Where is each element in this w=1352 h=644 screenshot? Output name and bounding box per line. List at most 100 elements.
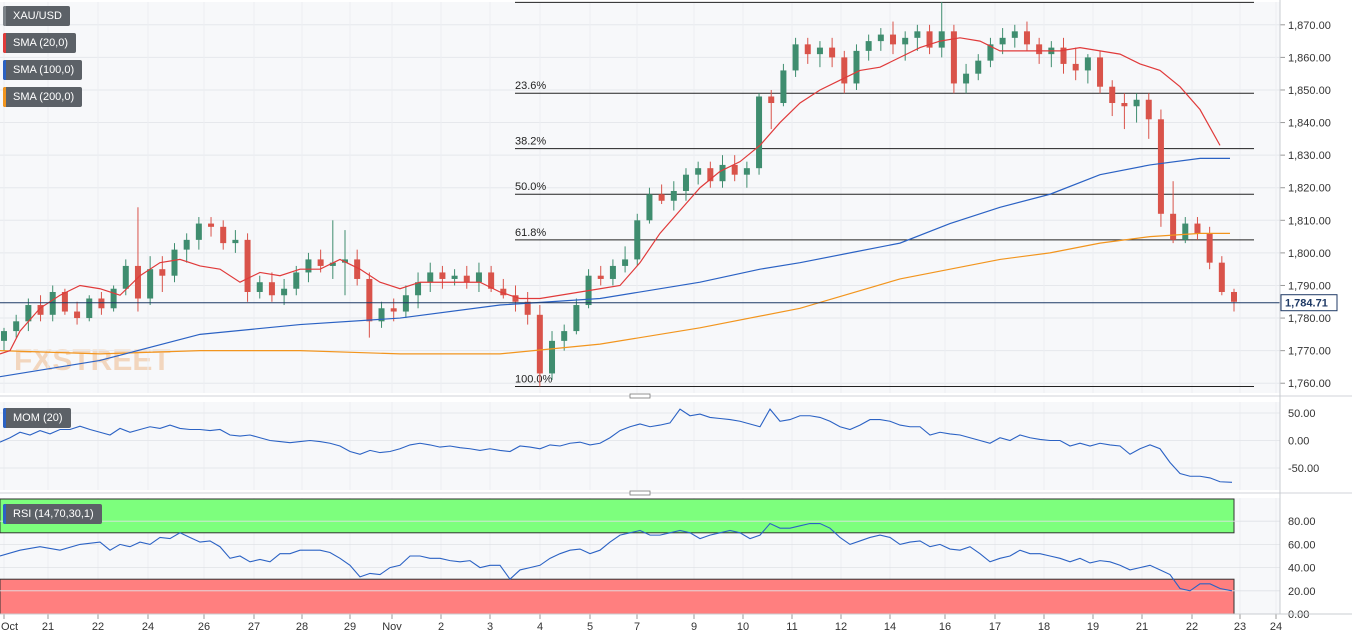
- rsi-axis-label: 40.00: [1288, 563, 1316, 575]
- candle-body: [49, 291, 56, 315]
- indicator-badge-sma20[interactable]: SMA (20,0): [3, 33, 77, 53]
- price-axis-label: 1,840.00: [1288, 118, 1331, 130]
- candle-body: [220, 226, 227, 244]
- candle-body: [670, 190, 677, 201]
- sma100-label: SMA (100,0): [13, 64, 75, 76]
- fxstreet-watermark: FXSTREET: [14, 344, 171, 377]
- candle-body: [329, 262, 336, 266]
- candle-body: [61, 291, 68, 312]
- candle-body: [183, 239, 190, 250]
- candle-body: [500, 288, 507, 296]
- candle-body: [317, 259, 324, 266]
- candle-body: [1060, 47, 1067, 64]
- candle-body: [707, 168, 714, 182]
- rsi-axis-label: 0.00: [1288, 609, 1309, 621]
- sma200-swatch: [3, 87, 6, 107]
- candle-body: [402, 295, 409, 312]
- price-axis-label: 1,860.00: [1288, 52, 1331, 64]
- candle-body: [37, 305, 44, 315]
- candle-body: [195, 223, 202, 240]
- rsi-axis-label: 60.00: [1288, 539, 1316, 551]
- price-axis-label: 1,820.00: [1288, 183, 1331, 195]
- candle-body: [13, 321, 20, 332]
- indicator-badge-sma200[interactable]: SMA (200,0): [3, 87, 83, 107]
- candle-body: [256, 282, 263, 292]
- candle-body: [98, 298, 105, 309]
- candle-body: [1218, 262, 1225, 292]
- candle-body: [841, 57, 848, 84]
- mom-axis-label: 50.00: [1288, 408, 1316, 420]
- candle-body: [950, 31, 957, 84]
- candle-body: [1182, 223, 1189, 240]
- candle-body: [427, 272, 434, 283]
- time-axis-label: 22: [1186, 621, 1198, 633]
- candle-body: [1121, 103, 1128, 107]
- candle-body: [829, 47, 836, 58]
- rsi-oversold-zone: [0, 578, 1235, 615]
- mom-label: MOM (20): [13, 412, 63, 424]
- fib-level-label: 50.0%: [515, 181, 546, 193]
- candle-body: [658, 194, 665, 201]
- candle-body: [682, 174, 689, 191]
- candle-body: [305, 259, 312, 273]
- price-axis-label: 1,830.00: [1288, 150, 1331, 162]
- candle-body: [1231, 291, 1237, 302]
- mom-axis-label: -50.00: [1288, 463, 1319, 475]
- indicator-badge-sma100[interactable]: SMA (100,0): [3, 60, 83, 80]
- rsi-badge[interactable]: RSI (14,70,30,1): [3, 504, 102, 524]
- time-axis-label: 2: [438, 621, 444, 633]
- candle-body: [341, 259, 348, 263]
- candle-body: [792, 44, 799, 71]
- candle-body: [171, 249, 178, 276]
- candle-body: [86, 298, 93, 319]
- candle-body: [804, 44, 811, 55]
- mom-badge[interactable]: MOM (20): [3, 408, 71, 428]
- candle-body: [926, 31, 933, 48]
- time-axis-label: 27: [248, 621, 260, 633]
- current-price-tag: [1280, 294, 1338, 312]
- rsi-overbought-zone: [0, 498, 1235, 534]
- rsi-axis-label: 20.00: [1288, 586, 1316, 598]
- time-axis-label: 14: [884, 621, 896, 633]
- time-axis-label: 28: [296, 621, 308, 633]
- candle-body: [268, 282, 275, 296]
- candle-body: [731, 164, 738, 175]
- time-axis-label: 29: [344, 621, 356, 633]
- time-axis-label: 21: [42, 621, 54, 633]
- sma20-label: SMA (20,0): [13, 37, 69, 49]
- price-axis-label: 1,760.00: [1288, 378, 1331, 390]
- candle-body: [634, 220, 641, 260]
- candle-body: [281, 288, 288, 296]
- candle-body: [719, 164, 726, 182]
- candle-body: [451, 275, 458, 279]
- candle-body: [1194, 223, 1201, 234]
- fib-level-label: 0.0%: [515, 0, 540, 1]
- rsi-label: RSI (14,70,30,1): [13, 508, 94, 520]
- time-axis-label: 3: [487, 621, 493, 633]
- candle-body: [1084, 57, 1091, 71]
- sma200-line: [0, 232, 1230, 355]
- symbol-badge[interactable]: XAU/USD: [3, 6, 70, 26]
- panel-background-1: [0, 2, 1280, 393]
- candle-body: [999, 37, 1006, 45]
- fib-level-label: 100.0%: [515, 373, 553, 385]
- candle-body: [378, 308, 385, 322]
- candle-body: [1170, 213, 1177, 240]
- candle-body: [1072, 63, 1079, 71]
- fib-level-label: 38.2%: [515, 136, 546, 148]
- candle-body: [354, 259, 361, 279]
- price-axis-label: 1,810.00: [1288, 215, 1331, 227]
- candle-body: [743, 168, 750, 175]
- candle-body: [110, 288, 117, 309]
- candle-body: [695, 168, 702, 175]
- candle-body: [232, 239, 239, 244]
- candle-body: [293, 272, 300, 289]
- time-axis-label: 19: [1087, 621, 1099, 633]
- candle-body: [768, 96, 775, 104]
- candle-body: [1206, 233, 1213, 263]
- candle-body: [597, 275, 604, 279]
- mom-swatch: [3, 408, 6, 428]
- candle-body: [512, 295, 519, 302]
